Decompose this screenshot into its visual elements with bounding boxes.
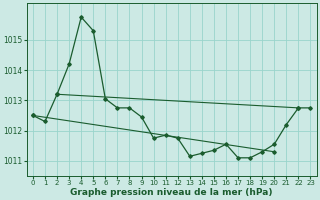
X-axis label: Graphe pression niveau de la mer (hPa): Graphe pression niveau de la mer (hPa): [70, 188, 273, 197]
